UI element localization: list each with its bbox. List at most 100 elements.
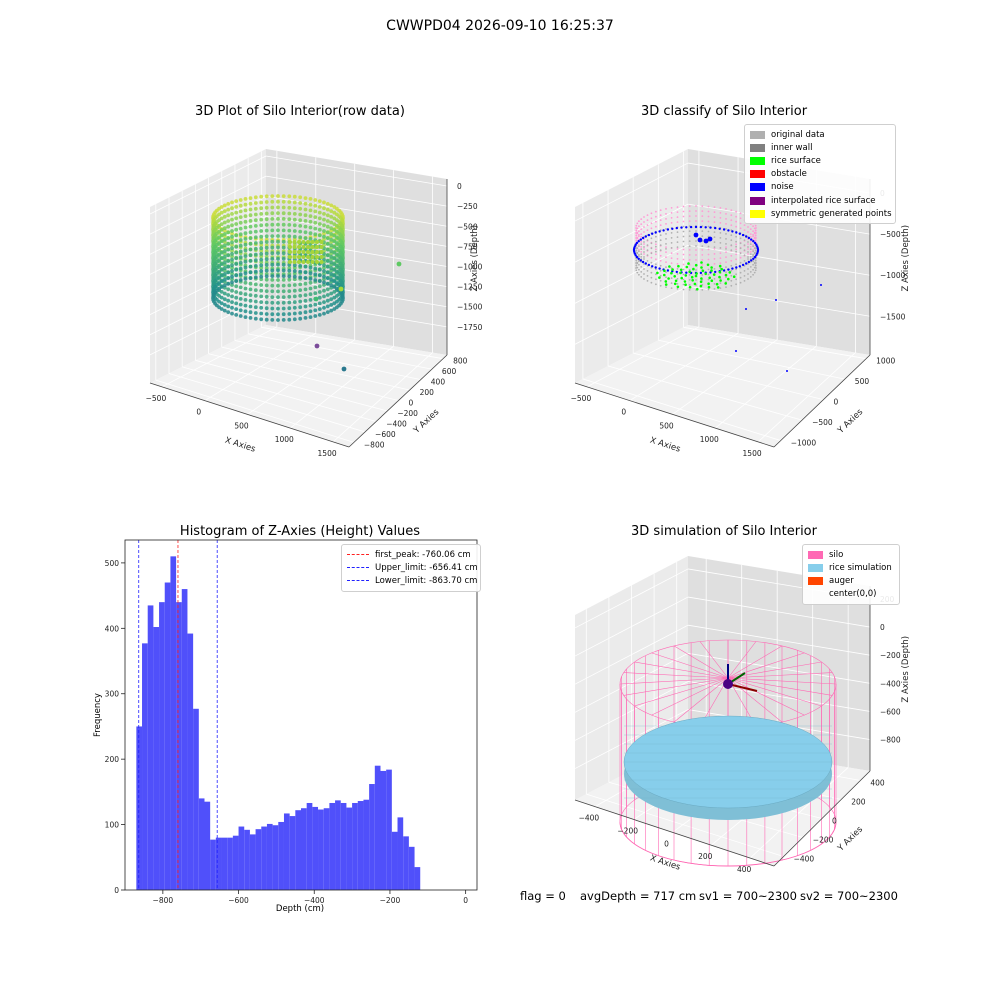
wall-point [682,235,685,238]
wall-point [303,293,308,297]
noise-point [820,284,822,286]
wall-point [707,248,710,251]
wall-point [743,244,746,247]
legend-entry: rice surface [750,154,890,167]
wall-point [222,283,227,288]
histogram-bar [363,799,370,890]
noise-point [699,225,703,229]
wall-point [226,247,231,252]
wall-point [670,282,673,284]
wall-point [730,264,733,267]
wall-point [643,251,645,253]
wall-point [701,259,704,261]
wall-point [308,214,313,219]
wall-point [234,313,239,317]
rice-surface-point [684,274,688,277]
floor-gridline [168,373,366,433]
wall-point [743,270,746,272]
noise-point [675,226,678,230]
wall-point [222,277,227,282]
wall-point [259,317,264,322]
floor-gridline [208,353,399,401]
wall-point [747,263,749,265]
wall-point [325,213,330,218]
wall-point [676,273,679,275]
y-tick-label: −800 [364,440,385,449]
plot1-title: 3D Plot of Silo Interior(row data) [195,104,405,119]
x-tick-label: −800 [153,896,174,905]
silo-roof-wire [727,661,822,679]
wall-point [259,252,264,256]
legend-line [347,580,369,582]
legend-label: original data [771,129,825,140]
surface-point [297,250,301,254]
wall-point [659,269,662,272]
wall-point [248,213,253,218]
y-tick-label: 500 [855,377,870,386]
wall-point [276,318,280,322]
wall-point [317,307,322,311]
wall-point [243,242,248,247]
wall-point [253,293,258,298]
wall-point [730,284,733,287]
wall-point [313,232,318,237]
wall-point [659,284,662,287]
wall-point [650,281,653,284]
wall-point [281,245,286,250]
noise-point [647,233,651,237]
legend-entry: auger [808,574,894,587]
legend-entry: obstacle [750,168,890,181]
wall-point [713,288,716,290]
wall-point [219,222,224,227]
noise-point [735,266,738,269]
rice-surface-point [692,267,695,271]
wall-point [665,286,667,288]
wall-point [665,223,667,225]
wall-point [659,214,662,217]
wall-point [725,243,727,245]
wall-point [676,248,679,250]
wall-point [264,294,269,299]
wall-point [298,195,303,200]
wall-point [688,274,691,276]
wall-point [735,220,737,223]
wall-point [234,279,239,283]
x-tick-label: 0 [196,408,201,417]
wall-point [259,212,264,216]
histogram-bar [176,602,182,890]
wall-point [298,288,303,292]
wall-point [264,274,269,279]
wall-point [739,276,742,279]
wall-point [713,216,716,219]
wall-point [248,259,253,263]
noise-point [714,270,717,274]
floor-gridline [607,365,803,421]
wall-point [329,237,334,242]
noise-point [633,250,636,253]
wall-point [298,264,303,268]
wall-point [276,283,280,288]
wall-point [713,231,716,234]
wall-point [676,288,679,290]
wall-point [713,263,716,265]
wall-point [665,228,667,230]
wall-point [747,246,749,248]
wall-point [322,300,326,304]
x-tick-label: 0 [664,839,669,848]
wall-point [248,230,253,235]
wall-point [303,287,308,292]
histogram-bar [397,817,404,890]
rice-surface-point [700,266,703,269]
wall-point [303,316,308,320]
wall-point [270,211,275,216]
wall-point [646,224,649,227]
wall-point [248,207,253,212]
wall-point [264,283,269,288]
wall-point [707,215,710,218]
wall-point [670,242,673,244]
wall-point [276,251,280,256]
wall-point [259,257,264,262]
wall-point [226,253,231,258]
wall-point [222,308,227,313]
wall-point [635,229,638,232]
